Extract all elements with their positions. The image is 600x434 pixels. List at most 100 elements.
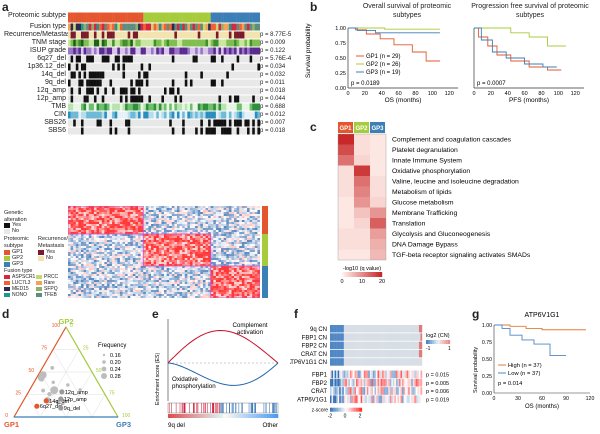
heat-cell [197, 232, 201, 235]
heat-cell [182, 238, 185, 241]
track-cell [83, 23, 87, 31]
track-cell [221, 47, 224, 55]
track-cell [195, 103, 198, 111]
track-cell [228, 95, 232, 103]
heat-cell [171, 256, 175, 259]
heat-cell [138, 276, 141, 279]
heat-cell [234, 222, 237, 225]
heat-cell [239, 220, 243, 223]
track-cell [153, 63, 157, 71]
heat-cell [80, 270, 84, 273]
track-cell [249, 119, 253, 127]
heat-cell [234, 284, 237, 287]
track-cell [236, 31, 240, 39]
heat-cell [189, 242, 193, 245]
heat-cell [218, 292, 222, 295]
heat-cell [197, 260, 201, 263]
track-cell [73, 39, 76, 47]
heat-cell [80, 214, 84, 217]
heat-cell [106, 228, 110, 231]
heat-cell [213, 274, 217, 277]
heat-cell [244, 250, 248, 253]
heat-cell [122, 290, 126, 293]
heat-cell [182, 264, 185, 267]
heat-cell [171, 296, 175, 298]
heat-cell [153, 218, 157, 221]
heat-cell [166, 236, 170, 239]
track-cell [127, 23, 131, 31]
track-cell [254, 79, 258, 87]
heat-cell [138, 224, 141, 227]
heat-cell [91, 270, 95, 273]
panel-d-label: d [2, 307, 10, 321]
track-cell [257, 103, 260, 111]
heat-cell [197, 216, 201, 219]
heat-cell [86, 226, 89, 229]
heat-cell [83, 266, 87, 269]
heat-cell [247, 268, 250, 271]
heat-cell [106, 218, 110, 221]
heat-cell [80, 296, 84, 298]
track-cell [68, 12, 71, 23]
heat-cell [117, 292, 121, 295]
f-cn-cell [345, 333, 348, 341]
d-point-label: 14q_del [49, 399, 69, 405]
heat-cell [171, 284, 175, 287]
heat-cell [75, 230, 79, 233]
row-label-14: SBS6 [48, 127, 66, 134]
f-cn-cell [365, 333, 367, 341]
heat-cell [197, 244, 201, 247]
heat-cell [192, 280, 196, 283]
b-xlabel: PFS (months) [509, 97, 549, 104]
heat-cell [197, 264, 201, 267]
heat-cell [161, 210, 165, 213]
heat-cell [236, 278, 240, 281]
heat-cell [112, 244, 115, 247]
heat-cell [200, 248, 204, 251]
track-cell [197, 47, 201, 55]
heat-cell [174, 274, 178, 277]
heat-cell [210, 282, 214, 285]
heat-cell [213, 294, 217, 297]
heat-cell [205, 236, 209, 239]
heat-cell [184, 262, 188, 265]
track-cell [130, 71, 134, 79]
heat-cell [117, 282, 121, 285]
heat-cell [96, 268, 100, 271]
track-cell [174, 12, 178, 23]
heat-cell [182, 234, 185, 237]
heat-cell [127, 260, 131, 263]
track-cell [78, 39, 82, 47]
d-point-bg [47, 392, 52, 397]
heat-cell [91, 238, 95, 241]
f-cn-cell [339, 325, 341, 333]
track-cell [119, 39, 123, 47]
heat-cell [114, 276, 118, 279]
heat-cell [200, 266, 204, 269]
track-cell [221, 39, 224, 47]
heat-cell [125, 270, 128, 273]
track-cell [179, 47, 183, 55]
heat-cell [148, 234, 152, 237]
heat-cell [151, 276, 154, 279]
track-cell [166, 55, 170, 63]
heat-cell [86, 264, 89, 267]
track-cell [114, 79, 118, 87]
heat-cell [228, 220, 232, 223]
heat-cell [75, 268, 79, 271]
heat-cell [228, 244, 232, 247]
heat-cell [244, 244, 248, 247]
heat-cell [247, 274, 250, 277]
track-cell [148, 47, 152, 55]
track-cell [132, 95, 136, 103]
heat-cell [135, 250, 139, 253]
heat-cell [106, 278, 110, 281]
track-cell [187, 12, 191, 23]
track-cell [164, 12, 167, 23]
heat-cell [140, 286, 144, 289]
heat-cell [86, 280, 89, 283]
track-cell [234, 23, 237, 31]
heat-cell [132, 294, 136, 297]
heat-cell [182, 278, 185, 281]
heat-cell [143, 216, 147, 219]
